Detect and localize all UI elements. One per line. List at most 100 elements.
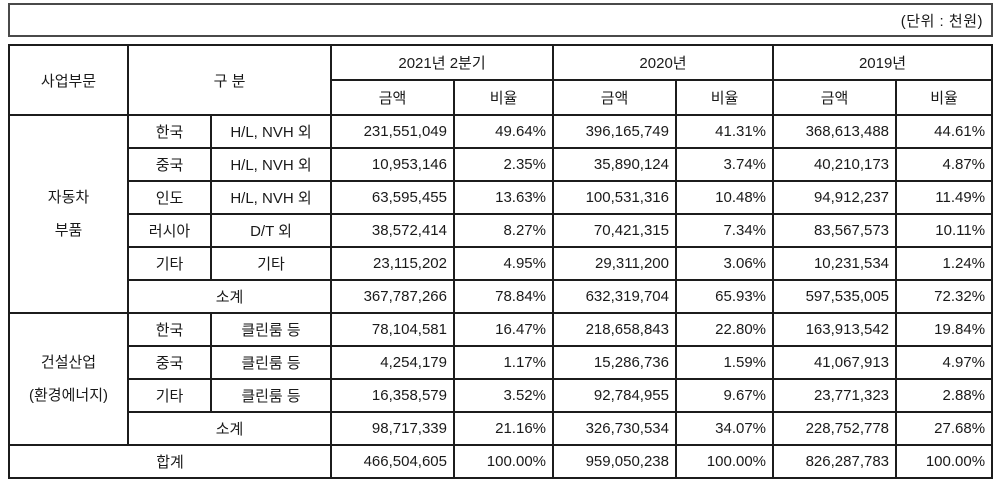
cell-ratio-2019: 4.97% [895,345,994,380]
header-ratio-2019: 비율 [895,79,994,116]
cell-ratio-2020: 10.48% [674,180,775,215]
cell-ratio-2021: 3.52% [453,378,554,413]
header-category: 구 분 [127,44,332,116]
cell-amount-2020: 959,050,238 [552,444,677,479]
cell-amount-2019: 228,752,778 [772,411,898,446]
cell-ratio-2020: 22.80% [674,312,775,347]
subtotal-label: 소계 [127,411,332,446]
cell-ratio-2021: 16.47% [453,312,554,347]
group-label-line1: 자동차 [47,189,90,206]
cell-category: H/L, NVH 외 [210,147,332,182]
cell-amount-2021: 10,953,146 [330,147,455,182]
cell-ratio-2019: 10.11% [895,213,994,248]
cell-ratio-2021: 21.16% [453,411,554,446]
cell-region: 한국 [127,312,212,347]
cell-ratio-2019: 11.49% [895,180,994,215]
cell-amount-2021: 78,104,581 [330,312,455,347]
cell-amount-2021: 98,717,339 [330,411,455,446]
unit-note-box: (단위 : 천원) [8,3,993,37]
table-row: 건설산업 (환경에너지) 한국 클린룸 등 78,104,581 16.47% … [8,312,994,446]
cell-region: 인도 [127,180,212,215]
cell-amount-2020: 15,286,736 [552,345,677,380]
cell-ratio-2021: 49.64% [453,114,554,149]
cell-ratio-2021: 8.27% [453,213,554,248]
cell-ratio-2019: 19.84% [895,312,994,347]
cell-ratio-2021: 2.35% [453,147,554,182]
cell-category: 기타 [210,246,332,281]
cell-ratio-2020: 7.34% [674,213,775,248]
cell-ratio-2019: 1.24% [895,246,994,281]
cell-region: 기타 [127,378,212,413]
grand-total-row: 합계 466,504,605 100.00% 959,050,238 100.0… [8,444,994,479]
cell-ratio-2020: 34.07% [674,411,775,446]
cell-amount-2020: 35,890,124 [552,147,677,182]
cell-amount-2020: 326,730,534 [552,411,677,446]
cell-ratio-2021: 13.63% [453,180,554,215]
cell-ratio-2019: 44.61% [895,114,994,149]
cell-ratio-2021: 4.95% [453,246,554,281]
cell-amount-2020: 29,311,200 [552,246,677,281]
cell-region: 러시아 [127,213,212,248]
group-label-line1: 건설산업 [40,354,97,371]
cell-amount-2019: 94,912,237 [772,180,898,215]
cell-amount-2021: 16,358,579 [330,378,455,413]
cell-region: 한국 [127,114,212,149]
cell-amount-2019: 368,613,488 [772,114,898,149]
cell-ratio-2020: 3.06% [674,246,775,281]
cell-ratio-2020: 41.31% [674,114,775,149]
cell-category: 클린룸 등 [210,345,332,380]
cell-ratio-2021: 100.00% [453,444,554,479]
header-row-measures: 금액 비율 금액 비율 금액 비율 [9,79,994,116]
cell-category: D/T 외 [210,213,332,248]
cell-amount-2021: 23,115,202 [330,246,455,281]
cell-ratio-2019: 4.87% [895,147,994,182]
cell-amount-2019: 597,535,005 [772,279,898,314]
cell-ratio-2020: 9.67% [674,378,775,413]
header-amount-2020: 금액 [552,79,677,116]
total-label: 합계 [8,444,332,479]
cell-category: H/L, NVH 외 [210,114,332,149]
revenue-breakdown-table: 사업부문 구 분 2021년 2분기 2020년 2019년 금액 비율 금액 … [8,44,994,479]
cell-ratio-2019: 27.68% [895,411,994,446]
cell-amount-2019: 23,771,323 [772,378,898,413]
cell-ratio-2020: 3.74% [674,147,775,182]
table-row: 중국 클린룸 등 4,254,179 1.17% 15,286,736 1.59… [9,345,994,380]
header-period-2021q2: 2021년 2분기 [330,44,554,81]
cell-region: 기타 [127,246,212,281]
cell-ratio-2020: 1.59% [674,345,775,380]
cell-amount-2021: 63,595,455 [330,180,455,215]
cell-region: 중국 [127,147,212,182]
cell-ratio-2019: 100.00% [895,444,994,479]
subtotal-row-automotive: 소계 367,787,266 78.84% 632,319,704 65.93%… [9,279,994,314]
cell-ratio-2019: 2.88% [895,378,994,413]
cell-ratio-2021: 78.84% [453,279,554,314]
cell-ratio-2020: 100.00% [674,444,775,479]
table-row: 러시아 D/T 외 38,572,414 8.27% 70,421,315 7.… [9,213,994,248]
header-row-periods: 사업부문 구 분 2021년 2분기 2020년 2019년 [8,44,994,116]
cell-amount-2021: 367,787,266 [330,279,455,314]
cell-amount-2020: 70,421,315 [552,213,677,248]
header-ratio-2021: 비율 [453,79,554,116]
table-row: 중국 H/L, NVH 외 10,953,146 2.35% 35,890,12… [9,147,994,182]
cell-amount-2019: 41,067,913 [772,345,898,380]
cell-amount-2019: 10,231,534 [772,246,898,281]
cell-amount-2019: 83,567,573 [772,213,898,248]
cell-region: 중국 [127,345,212,380]
unit-note: (단위 : 천원) [900,12,983,30]
table-row: 자동차 부품 한국 H/L, NVH 외 231,551,049 49.64% … [8,114,994,314]
subtotal-row-construction: 소계 98,717,339 21.16% 326,730,534 34.07% … [9,411,994,446]
cell-amount-2020: 632,319,704 [552,279,677,314]
cell-category: H/L, NVH 외 [210,180,332,215]
header-amount-2019: 금액 [772,79,898,116]
cell-category: 클린룸 등 [210,312,332,347]
cell-category: 클린룸 등 [210,378,332,413]
cell-amount-2019: 826,287,783 [772,444,898,479]
cell-amount-2021: 231,551,049 [330,114,455,149]
cell-amount-2020: 396,165,749 [552,114,677,149]
cell-amount-2021: 466,504,605 [330,444,455,479]
header-period-2019: 2019년 [772,44,994,81]
cell-ratio-2021: 1.17% [453,345,554,380]
subtotal-label: 소계 [127,279,332,314]
header-business-division: 사업부문 [8,44,129,116]
